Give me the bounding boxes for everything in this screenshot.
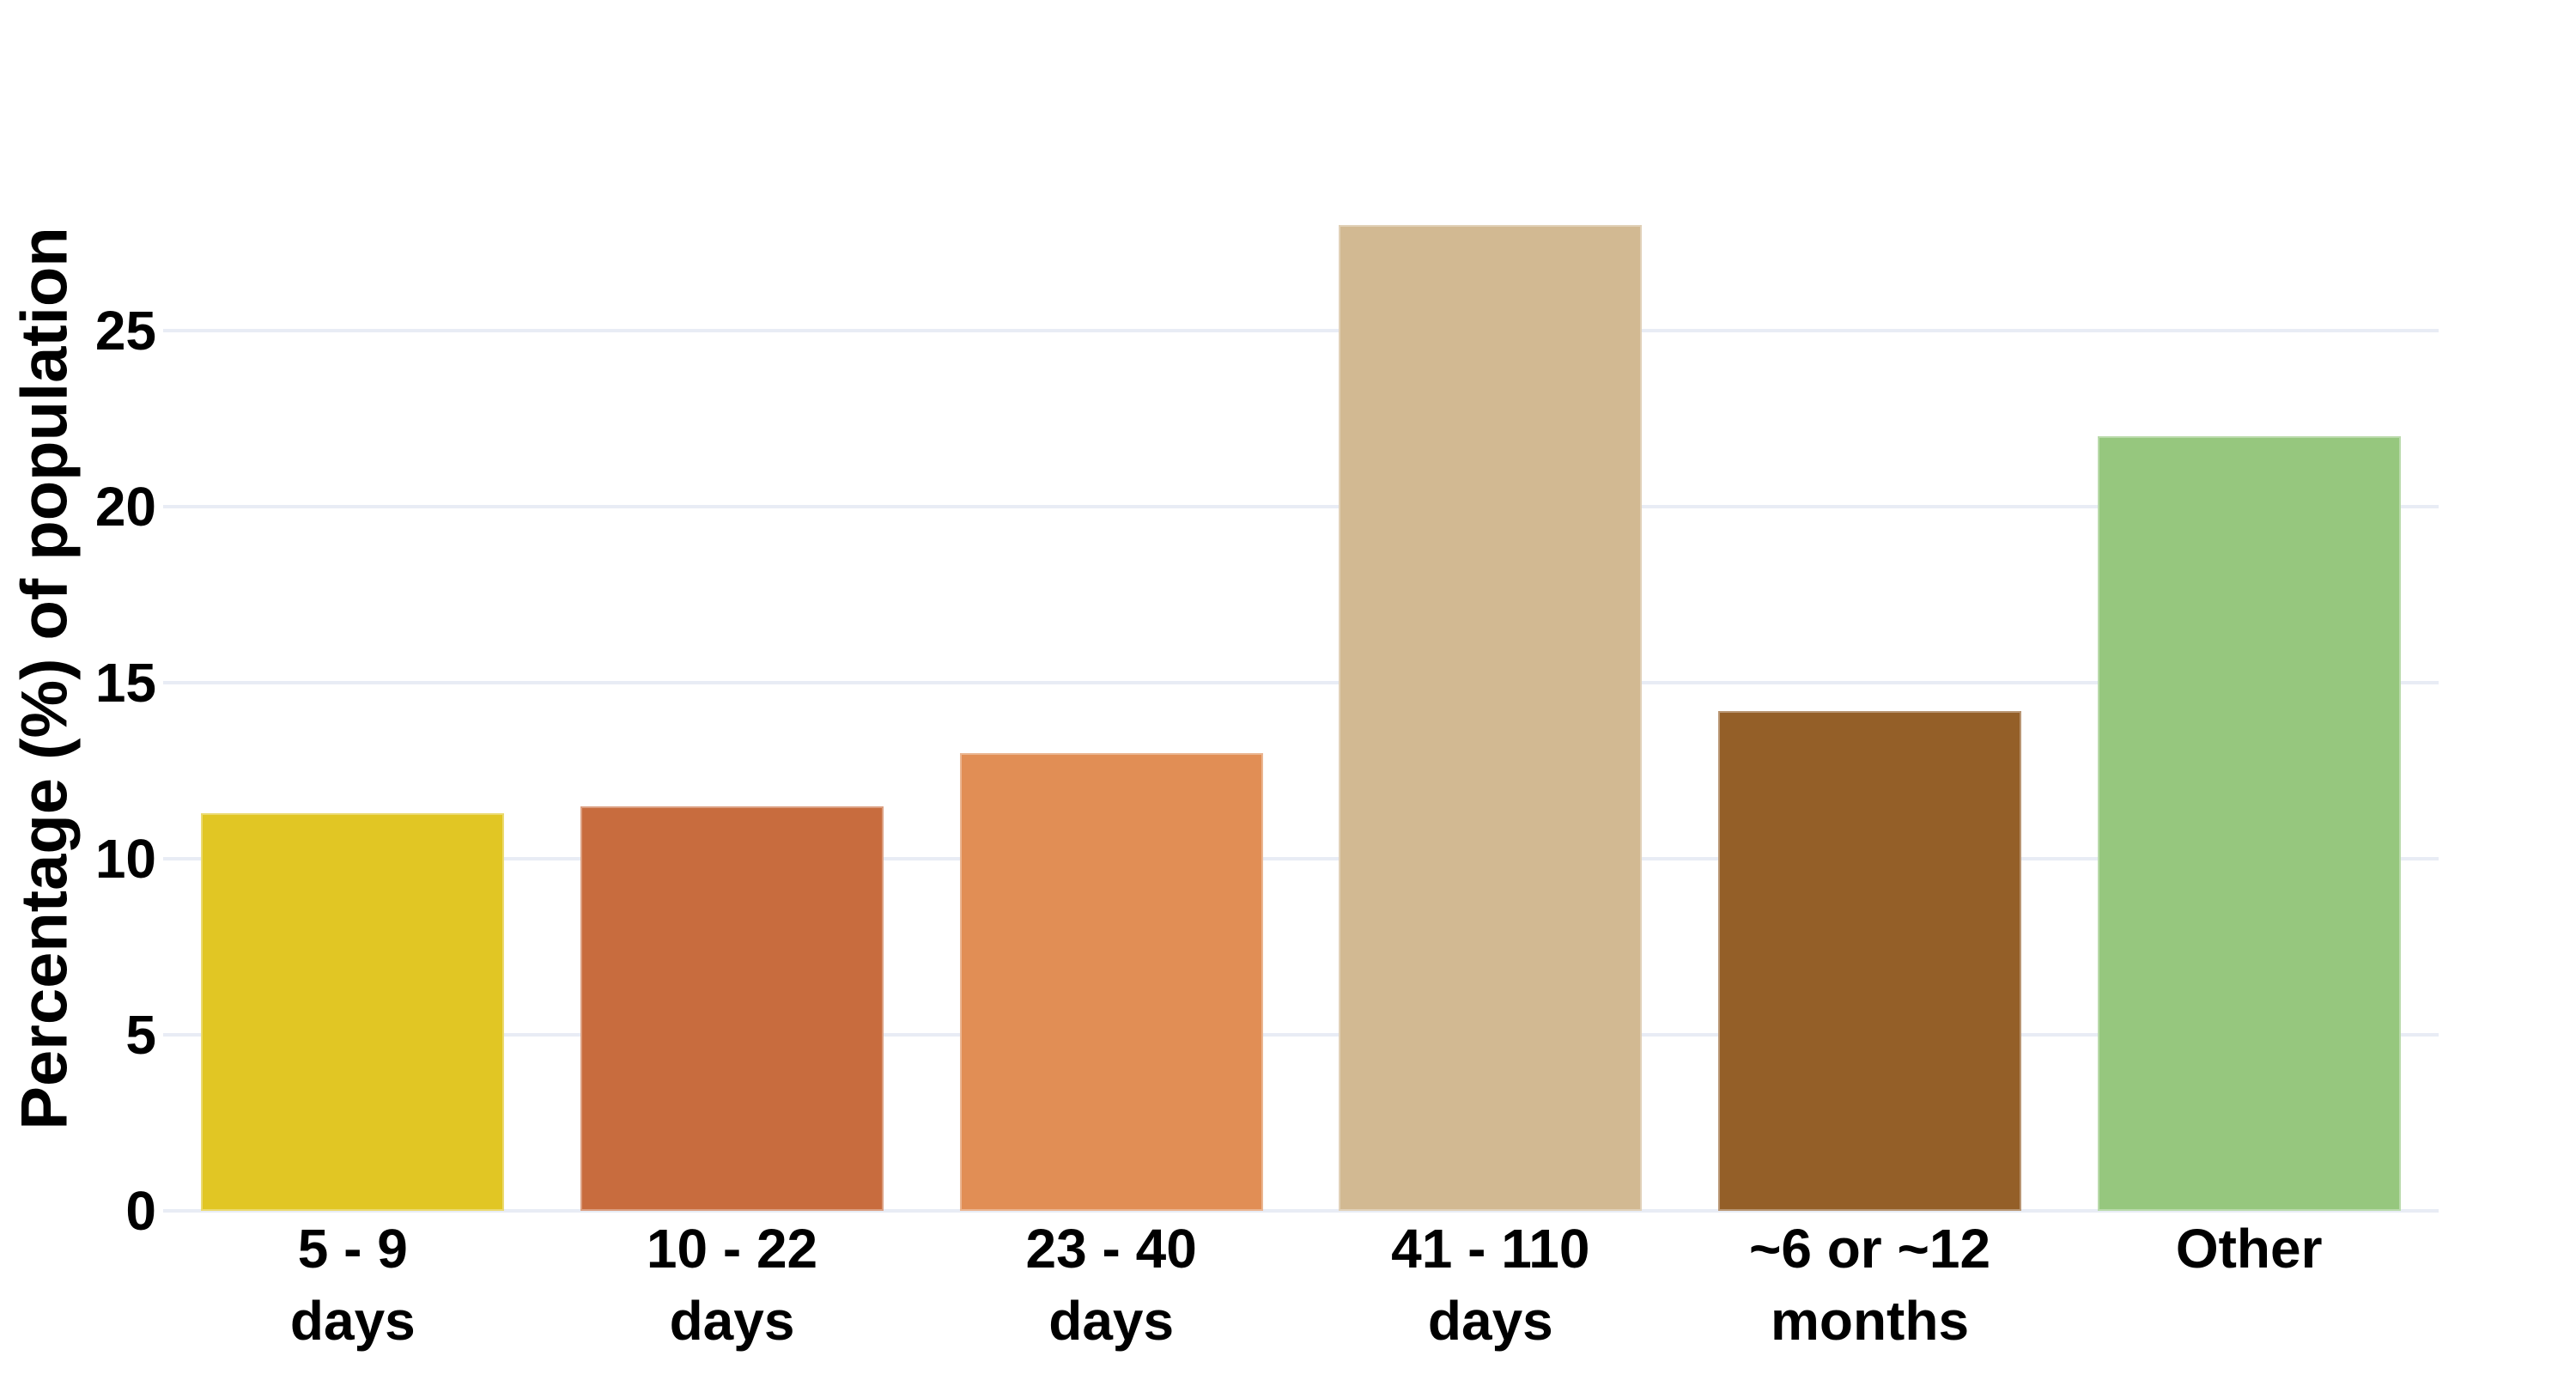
bar-6-or-12-months xyxy=(1717,710,2022,1211)
x-tick-label-6: Other xyxy=(2060,1213,2438,1285)
y-tick-label-5: 5 xyxy=(125,1004,156,1066)
x-tick-label-line: Other xyxy=(2175,1218,2323,1280)
bar-10-22-days xyxy=(580,806,884,1211)
bar-41-110-days xyxy=(1339,225,1643,1211)
gridline-y-20 xyxy=(163,505,2439,508)
gridline-y-25 xyxy=(163,329,2439,332)
gridline-y-0 xyxy=(163,1209,2439,1213)
gridline-y-10 xyxy=(163,857,2439,860)
y-tick-label-10: 10 xyxy=(94,828,156,890)
x-tick-label-line: 41 - 110 xyxy=(1391,1218,1590,1280)
gridline-y-15 xyxy=(163,681,2439,684)
y-tick-label-20: 20 xyxy=(94,476,156,538)
bar-5-9-days xyxy=(201,812,505,1211)
x-tick-label-line: 23 - 40 xyxy=(1025,1218,1197,1280)
x-tick-label-1: 5 - 9 days xyxy=(164,1213,542,1357)
x-tick-label-line: days xyxy=(669,1290,795,1352)
x-tick-label-line: 10 - 22 xyxy=(646,1218,818,1280)
bar-other xyxy=(2097,436,2401,1211)
bar-23-40-days xyxy=(959,753,1263,1211)
x-tick-label-line: days xyxy=(1048,1290,1175,1352)
x-tick-label-2: 10 - 22 days xyxy=(544,1213,921,1357)
y-tick-label-25: 25 xyxy=(94,300,156,362)
gridline-y-5 xyxy=(163,1033,2439,1037)
x-tick-label-line: months xyxy=(1770,1290,1970,1352)
x-tick-label-line: 5 - 9 xyxy=(297,1218,408,1280)
x-tick-label-line: ~6 or ~12 xyxy=(1748,1218,1991,1280)
y-tick-label-15: 15 xyxy=(94,652,156,714)
x-tick-label-4: 41 - 110 days xyxy=(1302,1213,1680,1357)
x-tick-label-5: ~6 or ~12 months xyxy=(1681,1213,2059,1357)
y-tick-label-0: 0 xyxy=(125,1180,156,1242)
x-tick-label-3: 23 - 40 days xyxy=(922,1213,1300,1357)
x-tick-label-line: days xyxy=(289,1290,416,1352)
x-tick-label-line: days xyxy=(1427,1290,1553,1352)
